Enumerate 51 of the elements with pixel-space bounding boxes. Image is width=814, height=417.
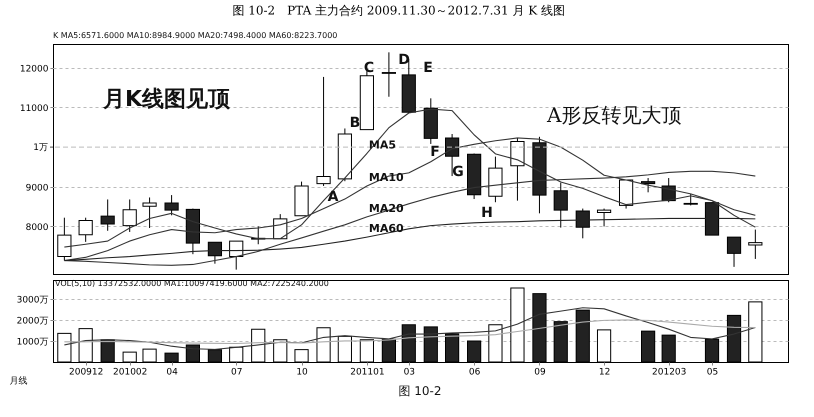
annotation: 月K线图见顶	[102, 87, 232, 112]
y-tick-label: 2000万	[16, 316, 48, 326]
candlestick	[640, 178, 656, 193]
candlestick	[596, 208, 612, 227]
x-axis-title: 月线	[10, 376, 28, 386]
y-tick-label: 3000万	[16, 295, 48, 306]
annotation: VOL(5,10) 13372532.0000 MA1:10097419.6000 MA2:7225240.2000	[55, 279, 329, 288]
annotation: G	[452, 164, 464, 180]
y-tick-label: 1000万	[16, 337, 48, 348]
candlestick	[122, 198, 137, 232]
annotation: H	[481, 205, 493, 221]
x-tick-label: 10	[296, 368, 308, 378]
chart-title: 图 10-2 PTA 主力合约 2009.11.30～2012.7.31 月 K 线图	[232, 4, 566, 18]
candlestick	[142, 196, 157, 228]
x-tick-label: 201203	[652, 368, 686, 378]
annotation: D	[398, 52, 410, 68]
candlestick	[164, 194, 179, 216]
x-tick-label: 200912	[68, 368, 104, 378]
x-tick-label: 201002	[113, 368, 148, 378]
line-series	[64, 319, 756, 344]
annotation: A	[328, 189, 339, 205]
candlestick	[726, 236, 742, 268]
annotation: B	[350, 115, 360, 131]
candlestick	[57, 217, 72, 262]
y-tick-label: 8000	[26, 222, 49, 233]
x-tick-label: 09	[534, 368, 546, 378]
annotation: E	[423, 60, 433, 76]
x-tick-label: 03	[404, 368, 416, 378]
x-tick-label: 06	[468, 368, 481, 378]
y-tick-label: 11000	[20, 104, 49, 114]
candlestick	[382, 52, 396, 98]
annotation: F	[430, 144, 440, 160]
annotation: C	[364, 60, 374, 76]
candlestick	[100, 198, 115, 232]
text: K MA5:6571.6000 MA10:8984.9000 MA20:7498.4000 MA60:8223.7000	[53, 31, 338, 40]
x-tick-label: 05	[706, 368, 718, 378]
x-tick-label: 07	[230, 368, 242, 378]
line-series	[64, 307, 756, 350]
annotation: A形反转见大顶	[546, 103, 682, 127]
y-tick-label: 12000	[20, 64, 49, 74]
x-tick-label: 12	[598, 368, 610, 378]
x-tick-label: 04	[166, 368, 178, 378]
caption: 图 10-2	[398, 384, 442, 398]
candlestick	[748, 229, 762, 260]
y-tick-label: 9000	[26, 183, 49, 194]
x-tick-label: 201101	[350, 368, 385, 378]
candlestick	[78, 217, 93, 242]
candlestick	[229, 240, 244, 270]
candlestick	[316, 76, 331, 186]
ref-line-label: 1万	[33, 143, 48, 154]
series-label: MA60	[368, 222, 404, 236]
